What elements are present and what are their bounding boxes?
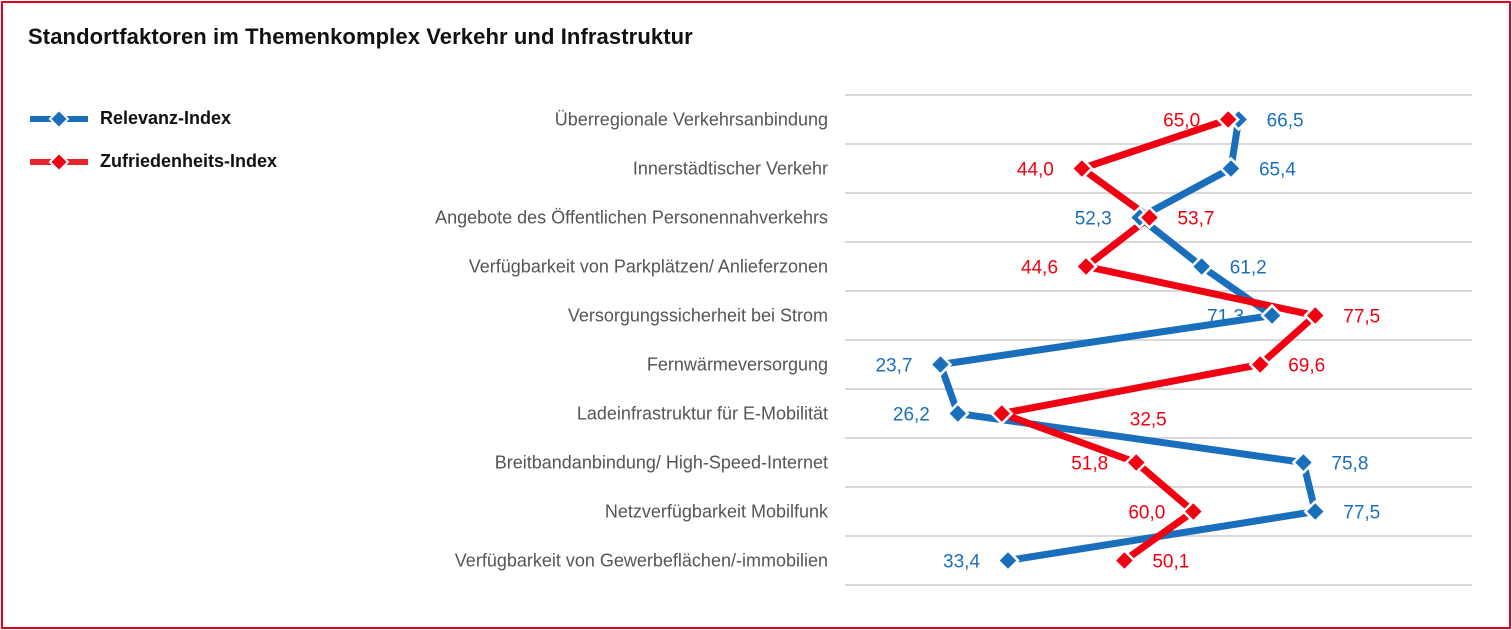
- data-point-marker: [1219, 156, 1243, 181]
- category-label: Verfügbarkeit von Gewerbeflächen/-immobi…: [455, 551, 828, 571]
- data-label: 69,6: [1288, 356, 1325, 377]
- chart-title: Standortfaktoren im Themenkomplex Verkeh…: [28, 24, 693, 49]
- data-point-marker: [1260, 303, 1284, 328]
- data-point-marker: [1189, 254, 1214, 279]
- data-point-marker: [1291, 450, 1316, 475]
- category-label: Ladeinfrastruktur für E-Mobilität: [577, 404, 828, 424]
- data-label: 66,5: [1267, 111, 1304, 132]
- data-point-marker: [946, 401, 970, 426]
- data-label: 61,2: [1230, 258, 1267, 279]
- data-point-marker: [996, 548, 1020, 573]
- data-point-marker: [1074, 254, 1098, 279]
- data-label: 50,1: [1152, 552, 1189, 573]
- data-point-marker: [1181, 499, 1206, 524]
- data-label: 60,0: [1128, 503, 1165, 524]
- data-label: 65,4: [1259, 160, 1296, 181]
- data-label: 53,7: [1177, 209, 1214, 230]
- legend-label: Zufriedenheits-Index: [100, 151, 278, 171]
- data-point-marker: [928, 352, 953, 377]
- data-label: 44,6: [1021, 258, 1058, 279]
- data-point-marker: [1248, 352, 1272, 377]
- category-label: Versorgungssicherheit bei Strom: [568, 306, 828, 326]
- data-point-marker: [1124, 450, 1148, 475]
- data-label: 77,5: [1343, 503, 1380, 524]
- series-line-relevanz: [936, 118, 1319, 564]
- data-label: 52,3: [1075, 209, 1112, 230]
- data-point-marker: [989, 401, 1014, 426]
- data-label: 65,0: [1163, 111, 1200, 132]
- legend-blue-line-diamond-icon: [30, 108, 88, 129]
- category-label: Überregionale Verkehrsanbindung: [555, 110, 828, 130]
- data-label: 44,0: [1017, 160, 1054, 181]
- data-label: 75,8: [1331, 454, 1368, 475]
- series-line-zufriedenheit: [998, 116, 1319, 564]
- category-label: Innerstädtischer Verkehr: [633, 159, 828, 179]
- legend-item-relevanz: Relevanz-Index: [30, 108, 231, 129]
- data-point-marker: [1303, 303, 1328, 328]
- category-label: Angebote des Öffentlichen Personennahver…: [435, 208, 828, 228]
- data-point-marker: [1303, 499, 1328, 524]
- category-label: Fernwärmeversorgung: [647, 355, 828, 375]
- data-label: 51,8: [1071, 454, 1108, 475]
- data-label: 33,4: [943, 552, 980, 573]
- data-point-marker: [1070, 156, 1094, 181]
- data-label: 32,5: [1130, 410, 1167, 431]
- data-label: 23,7: [875, 356, 912, 377]
- data-label: 26,2: [893, 405, 930, 426]
- data-point-marker: [1216, 107, 1240, 132]
- category-label: Netzverfügbarkeit Mobilfunk: [605, 502, 829, 522]
- category-label: Verfügbarkeit von Parkplätzen/ Anlieferz…: [469, 257, 828, 277]
- data-label: 71,3: [1207, 307, 1244, 328]
- category-label: Breitbandanbindung/ High-Speed-Internet: [495, 453, 828, 473]
- data-point-marker: [1137, 205, 1162, 230]
- data-label: 77,5: [1343, 307, 1380, 328]
- legend-label: Relevanz-Index: [100, 108, 232, 128]
- legend-item-zufriedenheit: Zufriedenheits-Index: [30, 151, 277, 172]
- data-point-marker: [1112, 548, 1137, 573]
- legend-red-line-diamond-icon: [30, 151, 88, 172]
